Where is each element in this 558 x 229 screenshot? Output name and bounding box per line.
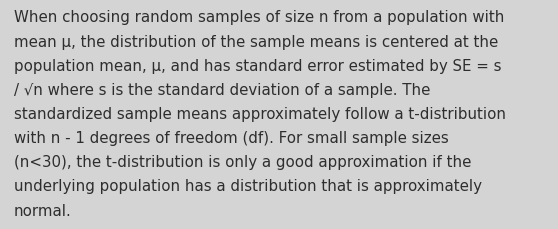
Text: (n<30), the t-distribution is only a good approximation if the: (n<30), the t-distribution is only a goo… [14,155,472,169]
Text: normal.: normal. [14,203,71,218]
Text: underlying population has a distribution that is approximately: underlying population has a distribution… [14,179,482,194]
Text: with n - 1 degrees of freedom (df). For small sample sizes: with n - 1 degrees of freedom (df). For … [14,131,449,145]
Text: population mean, μ, and has standard error estimated by SE = s: population mean, μ, and has standard err… [14,58,502,73]
Text: standardized sample means approximately follow a t-distribution: standardized sample means approximately … [14,106,506,121]
Text: When choosing random samples of size n from a population with: When choosing random samples of size n f… [14,10,504,25]
Text: mean μ, the distribution of the sample means is centered at the: mean μ, the distribution of the sample m… [14,34,498,49]
Text: / √n where s is the standard deviation of a sample. The: / √n where s is the standard deviation o… [14,82,430,97]
